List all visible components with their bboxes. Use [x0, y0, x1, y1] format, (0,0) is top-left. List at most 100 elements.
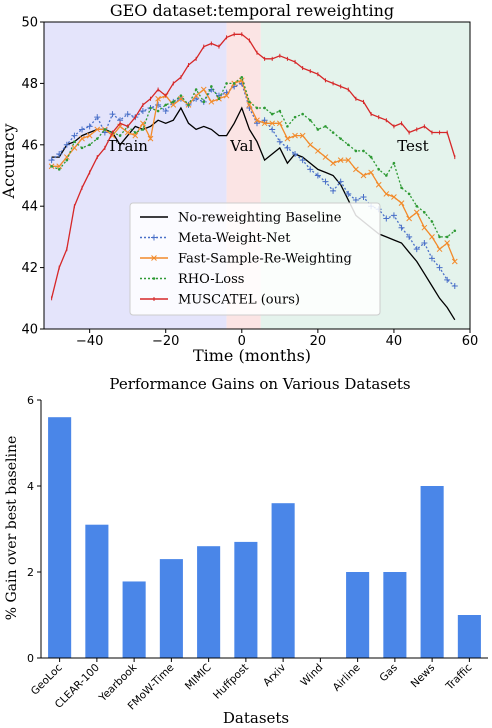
point-rho-loss: [225, 82, 228, 85]
bottom-y-axis-label: % Gain over best baseline: [4, 436, 20, 621]
point-rho-loss: [286, 125, 289, 128]
point-fast-sample-re-weighting: [322, 154, 329, 160]
point-fast-sample-re-weighting: [353, 166, 359, 173]
point-fast-sample-re-weighting: [155, 95, 161, 102]
bottom-y-axis-ticks: 0 2 4 6: [27, 394, 41, 665]
bar-mimic: [197, 546, 221, 658]
point-rho-loss: [369, 155, 373, 159]
bar-arxiv: [271, 503, 295, 658]
category-label-mimic: MIMIC: [183, 662, 214, 693]
category-label-traffic: Traffic: [443, 661, 475, 693]
point-meta-weight-net: [299, 157, 306, 164]
point-meta-weight-net: [330, 187, 337, 194]
point-rho-loss: [346, 143, 350, 147]
point-rho-loss: [316, 128, 320, 131]
bar-huffpost: [234, 541, 258, 658]
point-rho-loss: [354, 149, 358, 153]
bar-airline: [346, 572, 370, 658]
x-tick-label: 60: [462, 334, 479, 349]
point-meta-weight-net: [436, 264, 443, 271]
point-meta-weight-net: [109, 111, 116, 118]
point-fast-sample-re-weighting: [178, 95, 184, 102]
point-fast-sample-re-weighting: [436, 246, 443, 253]
point-fast-sample-re-weighting: [315, 148, 321, 154]
y-tick-label: 50: [21, 16, 38, 31]
line-series-group: [48, 32, 458, 321]
y-tick-label: 2: [27, 566, 34, 579]
series-line-no-reweighting-baseline: [51, 106, 456, 321]
point-meta-weight-net: [71, 132, 78, 139]
point-meta-weight-net: [261, 117, 268, 124]
point-fast-sample-re-weighting: [292, 132, 298, 139]
point-fast-sample-re-weighting: [345, 157, 352, 164]
point-fast-sample-re-weighting: [330, 160, 336, 167]
y-tick-label: 44: [21, 200, 38, 215]
point-rho-loss: [57, 168, 61, 171]
temporal-reweighting-chart: GEO dataset:temporal reweighting Train Va…: [0, 1, 478, 365]
legend-label-muscatel-ours: MUSCATEL (ours): [178, 293, 300, 308]
y-tick-label: 6: [27, 394, 34, 407]
point-rho-loss: [172, 100, 175, 104]
legend-label-meta-weight-net: Meta-Weight-Net: [178, 231, 291, 246]
point-fast-sample-re-weighting: [398, 200, 405, 206]
point-rho-loss: [95, 137, 99, 140]
point-meta-weight-net: [48, 157, 55, 164]
point-fast-sample-re-weighting: [444, 240, 451, 246]
point-rho-loss: [80, 146, 84, 150]
series-no-reweighting-baseline: [51, 106, 456, 321]
region-label-train: Train: [107, 137, 148, 155]
point-rho-loss: [210, 85, 213, 88]
y-tick-label: 4: [27, 480, 34, 493]
point-meta-weight-net: [428, 255, 435, 262]
point-rho-loss: [65, 158, 69, 162]
x-tick-label: −40: [76, 334, 103, 349]
point-fast-sample-re-weighting: [284, 135, 291, 142]
point-rho-loss: [88, 143, 91, 147]
point-rho-loss: [202, 100, 206, 104]
legend-marker-fast-sample-re-weighting: [151, 255, 157, 261]
point-rho-loss: [194, 88, 198, 91]
point-fast-sample-re-weighting: [124, 129, 131, 136]
point-rho-loss: [377, 168, 381, 171]
point-rho-loss: [156, 109, 160, 113]
point-fast-sample-re-weighting: [451, 258, 458, 265]
point-fast-sample-re-weighting: [429, 234, 435, 240]
point-fast-sample-re-weighting: [170, 102, 177, 108]
x-tick-label: 40: [386, 334, 403, 349]
legend: No-reweighting Baseline Meta-Weight-Net Fa…: [129, 202, 381, 316]
legend-label-fast-sample-re-weighting: Fast-Sample-Re-Weighting: [178, 252, 352, 267]
series-line-meta-weight-net: [51, 82, 456, 287]
x-tick-label: −20: [152, 334, 179, 349]
point-fast-sample-re-weighting: [360, 172, 367, 179]
point-meta-weight-net: [421, 240, 428, 247]
point-meta-weight-net: [139, 108, 146, 115]
point-fast-sample-re-weighting: [223, 92, 230, 99]
point-rho-loss: [255, 106, 259, 110]
category-label-geoloc: GeoLoc: [29, 661, 65, 697]
point-meta-weight-net: [322, 178, 329, 185]
point-fast-sample-re-weighting: [269, 120, 276, 127]
y-tick-label: 0: [27, 652, 34, 665]
point-rho-loss: [278, 109, 282, 113]
top-chart-title: GEO dataset:temporal reweighting: [110, 1, 394, 20]
bar-gas: [383, 572, 407, 658]
category-label-gas: Gas: [377, 662, 400, 685]
point-fast-sample-re-weighting: [246, 102, 253, 108]
point-fast-sample-re-weighting: [383, 191, 390, 197]
point-rho-loss: [179, 94, 183, 97]
legend-box: [129, 202, 381, 316]
point-rho-loss: [362, 149, 365, 153]
point-meta-weight-net: [307, 166, 314, 173]
bar-clear-100: [85, 524, 109, 658]
point-meta-weight-net: [162, 108, 169, 115]
point-fast-sample-re-weighting: [56, 163, 63, 170]
point-rho-loss: [240, 75, 244, 79]
bottom-axes: [40, 400, 488, 659]
point-rho-loss: [324, 125, 327, 128]
point-meta-weight-net: [94, 114, 101, 121]
point-meta-weight-net: [314, 172, 321, 179]
x-tick-label: 20: [310, 334, 327, 349]
point-fast-sample-re-weighting: [299, 132, 306, 139]
point-rho-loss: [407, 192, 411, 196]
point-meta-weight-net: [398, 224, 405, 231]
